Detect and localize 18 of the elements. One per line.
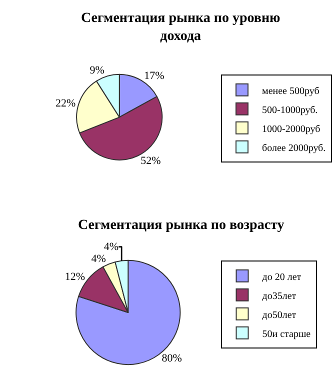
data-label: 9% — [90, 64, 104, 77]
data-label: 80% — [162, 352, 182, 365]
legend-label: до50лет — [262, 310, 297, 321]
chart-title: Сегментация рынка по уровню дохода — [81, 11, 281, 44]
data-label: 12% — [64, 270, 85, 283]
legend-label: до 20 лет — [262, 272, 302, 283]
legend-label: до35лет — [262, 290, 297, 302]
legend-label: 1000-2000руб — [262, 124, 320, 135]
data-label: 17% — [144, 70, 164, 82]
legend-label: менее 500руб — [262, 86, 320, 97]
data-label: 4% — [91, 252, 106, 265]
data-label: 4% — [104, 240, 119, 253]
legend-label: 500-1000руб. — [262, 104, 318, 116]
legend-label: более 2000руб. — [262, 142, 326, 154]
data-label: 22% — [56, 97, 76, 110]
chart-title: Сегментация рынка по возрасту — [78, 218, 284, 233]
data-label: 52% — [140, 154, 161, 167]
legend-label: 50и старше — [262, 328, 312, 340]
